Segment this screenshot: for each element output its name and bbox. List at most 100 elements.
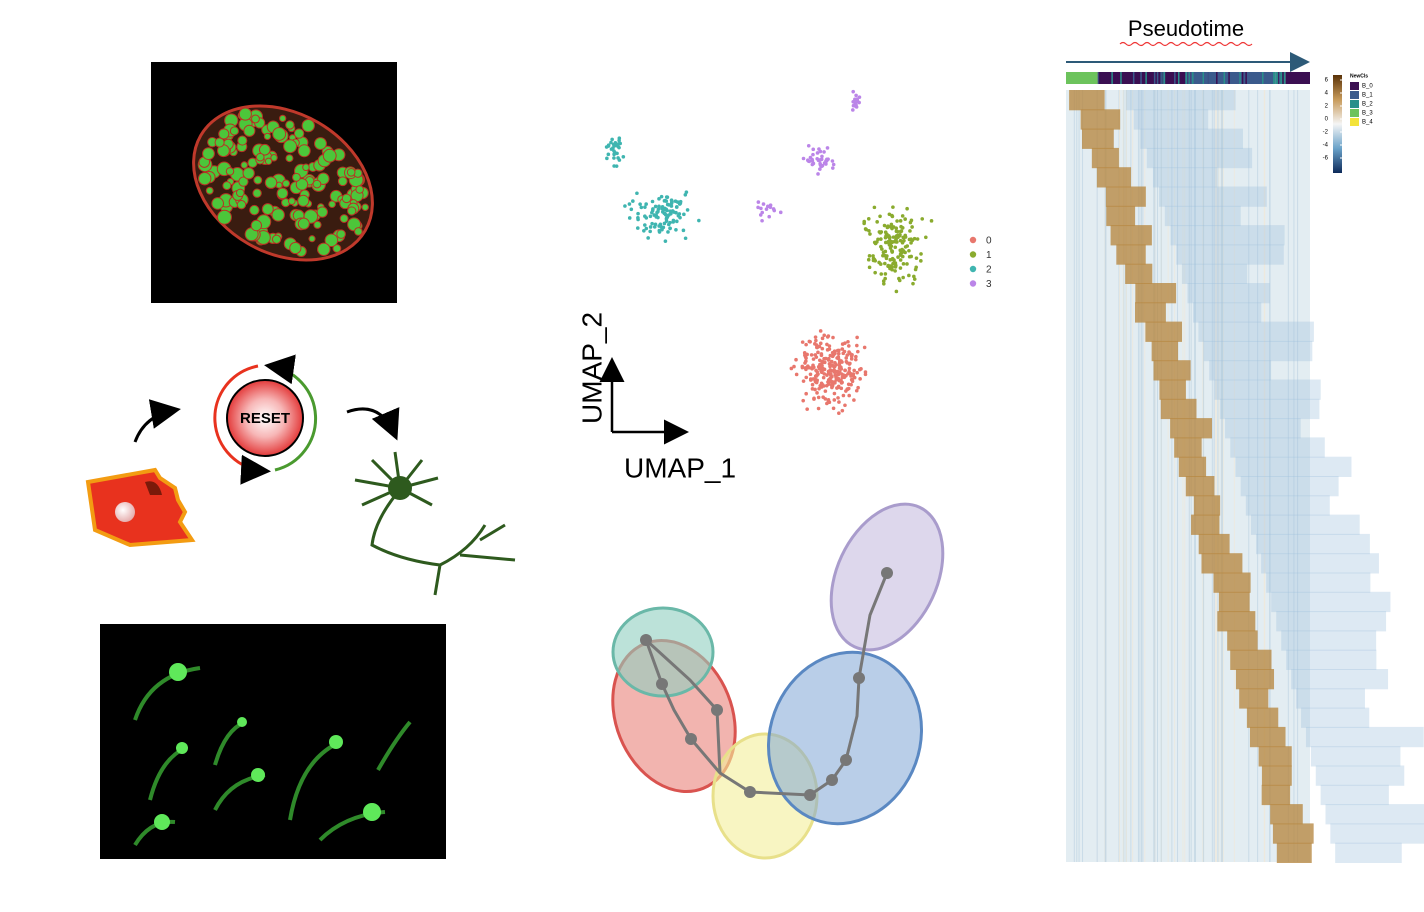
umap-point [849, 354, 854, 359]
umap-point [674, 210, 678, 215]
nucleus [242, 167, 255, 180]
umap-point [643, 223, 647, 227]
umap-point [789, 366, 794, 371]
umap-point [871, 256, 876, 261]
umap-point [809, 353, 814, 357]
heat-band [1193, 495, 1221, 516]
nucleus [283, 139, 298, 154]
umap-point [814, 374, 819, 378]
umap-point [872, 205, 877, 210]
umap-point [883, 272, 888, 276]
heat-band-blue [1261, 553, 1379, 574]
umap-point [804, 375, 809, 380]
umap-point [833, 360, 837, 365]
umap-point [668, 220, 672, 225]
cluster-label: B_4 [1362, 120, 1373, 126]
umap-point [883, 261, 887, 266]
x-axis-label: UMAP_1 [624, 452, 736, 483]
heat-band [1160, 398, 1197, 420]
cluster-label: B_1 [1362, 93, 1373, 99]
nucleus [316, 206, 328, 218]
umap-point [815, 156, 819, 161]
umap-point [644, 216, 649, 220]
umap-point [825, 146, 830, 150]
umap-point [846, 386, 851, 391]
umap-point [845, 353, 850, 357]
nucleus [250, 219, 263, 232]
cluster-label: B_0 [1362, 84, 1373, 90]
umap-point [636, 216, 640, 220]
umap-point [896, 255, 900, 259]
nucleus [324, 233, 339, 248]
cluster-stripe [1185, 72, 1188, 84]
umap-point [801, 398, 806, 403]
heat-column [1137, 90, 1139, 862]
umap-point [760, 210, 765, 215]
umap-point [885, 254, 889, 258]
umap-point [657, 204, 661, 209]
umap-point [606, 152, 611, 157]
heat-band [1270, 804, 1303, 825]
umap-point [650, 210, 654, 215]
heat-band [1218, 591, 1250, 613]
heat-band-blue [1176, 244, 1284, 265]
umap-point [890, 239, 894, 244]
umap-point [853, 357, 858, 362]
umap-point [891, 225, 896, 229]
umap-point [881, 253, 885, 258]
umap-point [609, 140, 613, 145]
nucleus [235, 188, 245, 198]
heat-column [1130, 90, 1132, 862]
umap-point [911, 281, 915, 286]
umap-point [756, 205, 760, 210]
umap-point [812, 397, 816, 401]
heat-band-blue [1198, 321, 1314, 342]
heat-column [1215, 90, 1217, 862]
cluster-bar [1285, 72, 1310, 84]
umap-point [648, 214, 653, 219]
umap-point [886, 234, 891, 239]
umap-point [792, 364, 796, 369]
umap-point [800, 365, 805, 370]
cluster-key [1350, 100, 1359, 108]
nucleus [218, 128, 230, 140]
cluster-stripe [1145, 72, 1147, 84]
cluster-stripe [1117, 72, 1120, 84]
umap-point [840, 408, 845, 413]
heat-band [1191, 514, 1220, 535]
umap-point [814, 338, 818, 343]
umap-point [879, 237, 883, 241]
cluster-stripe [1156, 72, 1159, 84]
umap-point [821, 375, 826, 380]
umap-point [678, 201, 682, 206]
umap-point [866, 217, 871, 221]
umap-point [881, 250, 886, 255]
heat-column [1263, 90, 1265, 862]
colorbar-tick-label: -2 [1323, 130, 1329, 136]
colorbar-tick-label: 2 [1325, 104, 1329, 110]
nucleus [253, 175, 263, 185]
nucleus [302, 163, 310, 172]
umap-point [832, 391, 837, 396]
heat-band [1227, 630, 1258, 651]
umap-point [809, 366, 814, 370]
nucleus [317, 242, 331, 256]
umap-point [890, 249, 894, 253]
nucleus [297, 217, 310, 230]
umap-point [810, 387, 815, 391]
nucleus [282, 179, 291, 188]
nucleus [322, 148, 337, 163]
legend-marker [969, 236, 977, 244]
umap-point [840, 347, 845, 351]
nucleus [249, 204, 260, 216]
nucleus [328, 200, 336, 209]
umap-point [862, 345, 867, 350]
umap-point [898, 248, 903, 253]
umap-point [909, 218, 914, 223]
umap-point [835, 348, 840, 353]
heat-band-blue [1271, 591, 1391, 613]
umap-point [900, 254, 905, 259]
umap-point [822, 150, 826, 154]
heat-column [1167, 90, 1169, 862]
umap-point [808, 372, 813, 377]
